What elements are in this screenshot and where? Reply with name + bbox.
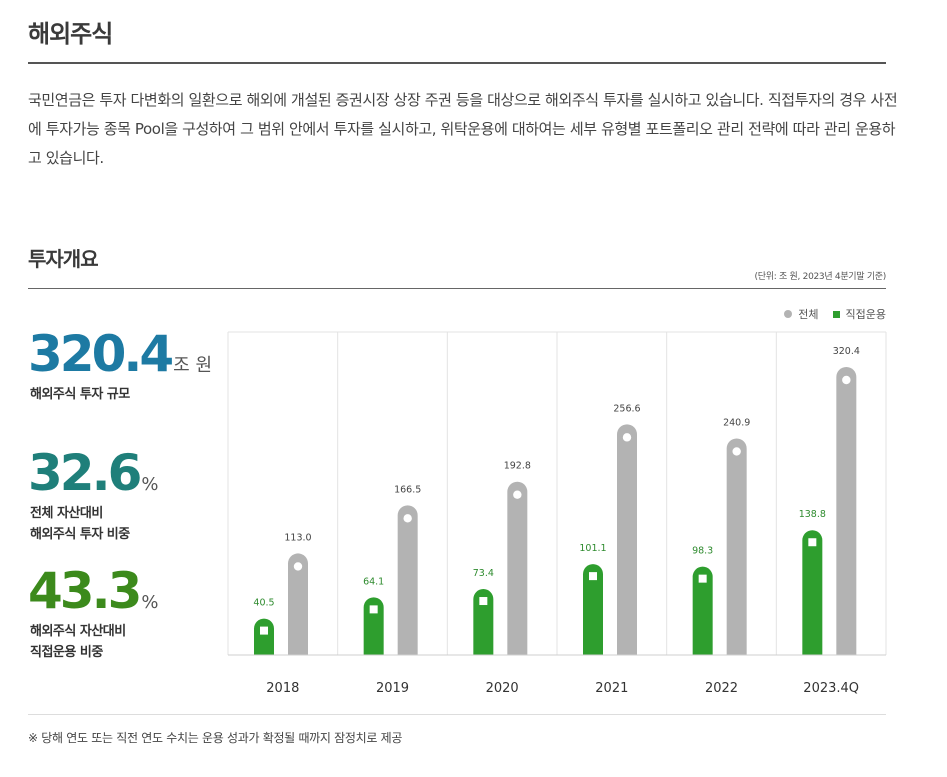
footnote: ※ 당해 연도 또는 직전 연도 수치는 운용 성과가 확정될 때까지 잠정치로… — [28, 731, 403, 745]
title-divider — [28, 62, 886, 64]
total-bar — [836, 367, 857, 655]
unit-note: (단위: 조 원, 2023년 4분기말 기준) — [754, 272, 887, 282]
total-bar — [397, 505, 418, 655]
direct-bar — [692, 566, 713, 655]
direct-value-label: 98.3 — [692, 546, 713, 557]
direct-bar-marker — [260, 626, 268, 635]
direct-bar-marker — [589, 572, 597, 581]
total-value-label: 256.6 — [613, 403, 640, 414]
direct-bar — [254, 618, 274, 655]
stat-value: 32.6 — [28, 444, 142, 502]
section-divider — [28, 288, 886, 289]
total-bar — [726, 438, 747, 655]
stat-label: 직접운용 비중 — [30, 645, 103, 660]
total-bar-marker — [513, 490, 522, 499]
x-tick-label: 2023.4Q — [803, 681, 859, 696]
stat-label: 전체 자산대비 — [30, 506, 103, 521]
footnote-divider — [28, 714, 886, 715]
direct-bar — [363, 597, 384, 655]
total-value-label: 113.0 — [284, 532, 311, 543]
direct-bar-marker — [369, 605, 378, 614]
total-bar — [507, 481, 528, 655]
legend-total-marker — [784, 310, 793, 318]
total-value-label: 192.8 — [504, 461, 531, 472]
stat-unit: 조 원 — [173, 355, 212, 376]
stat-direct-share: 43.3% 해외주식 자산대비 직접운용 비중 — [28, 563, 158, 663]
direct-bar — [583, 564, 603, 655]
direct-bar — [802, 530, 823, 655]
stat-value: 320.4 — [28, 325, 174, 383]
direct-value-label: 40.5 — [253, 598, 274, 609]
stat-total-investment: 320.4 조 원 해외주식 투자 규모 — [28, 326, 212, 405]
total-value-label: 320.4 — [833, 346, 860, 357]
direct-bar-marker — [698, 574, 707, 583]
total-bar-marker — [403, 514, 412, 523]
direct-bar-marker — [479, 597, 488, 606]
chart-legend: 전체 직접운용 — [784, 306, 886, 322]
total-bar-marker — [293, 562, 303, 571]
total-bar — [617, 424, 637, 655]
total-value-label: 166.5 — [394, 484, 421, 495]
total-bar — [288, 553, 308, 655]
legend-total-label: 전체 — [798, 308, 819, 321]
stat-unit: % — [141, 592, 159, 613]
section-title: 투자개요 — [28, 247, 99, 271]
x-tick-label: 2022 — [705, 681, 738, 696]
total-bar-marker — [842, 375, 851, 385]
direct-value-label: 73.4 — [473, 568, 494, 579]
direct-bar — [473, 589, 494, 655]
direct-value-label: 138.8 — [799, 509, 826, 520]
description-text: 국민연금은 투자 다변화의 일환으로 해외에 개설된 증권시장 상장 주권 등을… — [28, 91, 898, 167]
stat-label: 해외주식 자산대비 — [30, 624, 126, 639]
total-value-label: 240.9 — [723, 417, 750, 428]
direct-value-label: 64.1 — [363, 576, 384, 587]
total-bar-marker — [732, 447, 741, 456]
x-tick-label: 2018 — [266, 681, 299, 696]
stat-portfolio-share: 32.6% 전체 자산대비 해외주식 투자 비중 — [28, 445, 158, 545]
stat-label: 해외주식 투자 규모 — [30, 387, 130, 402]
x-tick-label: 2020 — [486, 681, 519, 696]
stat-value: 43.3 — [28, 562, 142, 620]
direct-bar-marker — [808, 538, 817, 547]
page-title: 해외주식 — [28, 20, 113, 48]
total-bar-marker — [622, 433, 632, 442]
x-tick-label: 2021 — [595, 681, 628, 696]
x-tick-label: 2019 — [376, 681, 409, 696]
stat-unit: % — [141, 474, 159, 495]
stat-label: 해외주식 투자 비중 — [30, 527, 130, 542]
legend-direct-label: 직접운용 — [845, 308, 886, 321]
direct-value-label: 101.1 — [579, 543, 606, 554]
legend-direct-marker — [832, 310, 840, 318]
